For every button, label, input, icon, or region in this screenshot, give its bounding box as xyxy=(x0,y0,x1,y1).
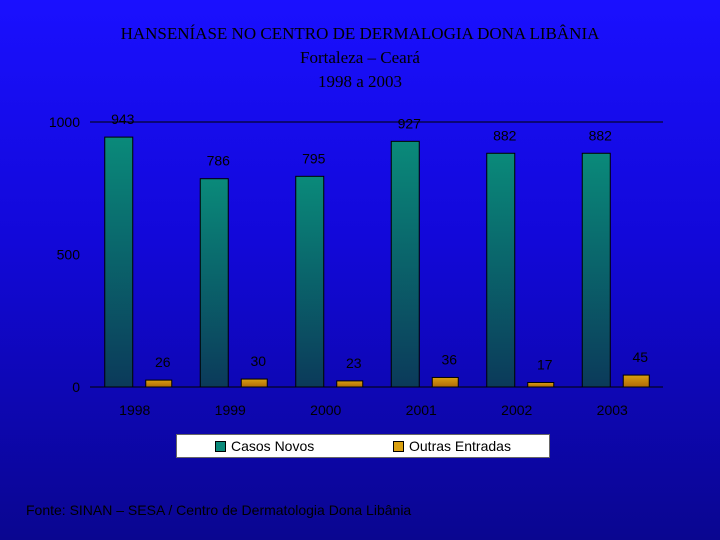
chart-subtitle-location: Fortaleza – Ceará xyxy=(300,48,420,67)
legend-swatch-outras-entradas xyxy=(393,440,404,452)
data-label: 23 xyxy=(346,355,362,371)
data-label: 17 xyxy=(537,356,553,372)
chart-subtitle-period: 1998 a 2003 xyxy=(317,72,403,91)
bar-casos-novos-1999 xyxy=(199,178,229,388)
source-note: Fonte: SINAN – SESA / Centro de Dermatol… xyxy=(26,502,412,518)
bar-casos-novos-1998 xyxy=(104,136,134,388)
bar-outras-entradas-2001 xyxy=(431,376,459,388)
data-label: 882 xyxy=(589,127,613,143)
bar-casos-novos-2001 xyxy=(390,140,420,388)
x-tick-label: 2001 xyxy=(406,402,437,418)
data-label: 26 xyxy=(155,354,171,370)
data-label: 30 xyxy=(250,353,266,369)
y-tick-label: 1000 xyxy=(49,114,80,130)
y-tick-label: 0 xyxy=(72,379,80,395)
legend-label-casos-novos: Casos Novos xyxy=(231,438,315,454)
bar-outras-entradas-2002 xyxy=(527,381,555,388)
x-tick-label: 2003 xyxy=(597,402,628,418)
legend-item-outras-entradas: Outras Entradas xyxy=(393,438,511,454)
data-label: 943 xyxy=(111,111,135,127)
data-label: 36 xyxy=(441,351,457,367)
legend-item-casos-novos: Casos Novos xyxy=(215,438,314,454)
chart-title-block: HANSENÍASE NO CENTRO DE DERMALOGIA DONA … xyxy=(0,22,720,94)
x-tick-label: 1998 xyxy=(119,402,150,418)
bar-outras-entradas-2000 xyxy=(336,380,364,388)
chart-legend: Casos Novos Outras Entradas xyxy=(176,434,550,458)
data-label: 882 xyxy=(493,127,517,143)
data-label: 927 xyxy=(398,115,422,131)
bar-outras-entradas-1998 xyxy=(145,379,173,388)
chart-title: HANSENÍASE NO CENTRO DE DERMALOGIA DONA … xyxy=(120,24,600,43)
x-tick-label: 2002 xyxy=(501,402,532,418)
legend-label-outras-entradas: Outras Entradas xyxy=(409,438,511,454)
legend-swatch-casos-novos xyxy=(215,440,226,452)
bar-casos-novos-2003 xyxy=(581,152,611,388)
bar-casos-novos-2000 xyxy=(295,175,325,388)
bar-outras-entradas-2003 xyxy=(622,374,650,388)
data-label: 45 xyxy=(632,349,648,365)
data-label: 795 xyxy=(302,150,326,166)
bar-outras-entradas-1999 xyxy=(240,378,268,388)
x-tick-label: 1999 xyxy=(215,402,246,418)
bar-casos-novos-2002 xyxy=(486,152,516,388)
x-tick-label: 2000 xyxy=(310,402,341,418)
data-label: 786 xyxy=(207,153,231,169)
y-tick-label: 500 xyxy=(57,247,81,263)
